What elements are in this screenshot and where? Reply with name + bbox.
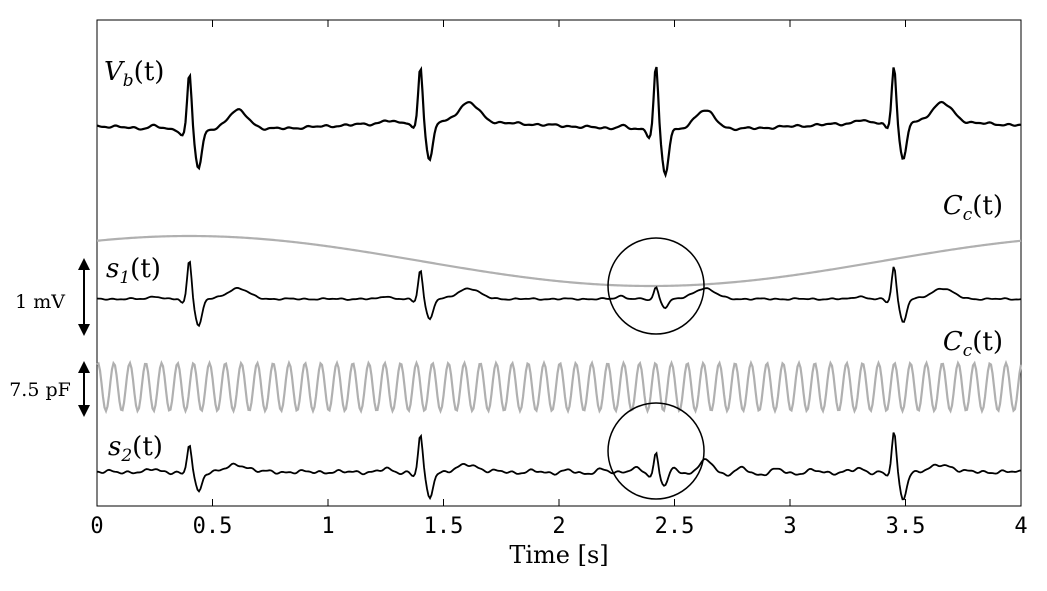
scale-bar-7-5pf-head-bottom — [78, 405, 90, 417]
x-tick-label: 4 — [1014, 514, 1027, 539]
label-cc-fast-argument: (t) — [972, 327, 1003, 357]
x-tick-label: 1 — [321, 514, 334, 539]
label-s2-symbol: s — [108, 432, 121, 462]
scale-bar-7-5pf-head-top — [78, 361, 90, 373]
label-cc-fast-symbol: C — [943, 327, 963, 357]
label-vb-subscript: b — [123, 71, 134, 91]
label-cc-fast: Cc(t) — [943, 327, 1003, 361]
x-tick-label: 2.5 — [655, 514, 695, 539]
label-s1-argument: (t) — [130, 254, 161, 284]
label-s1-subscript: 1 — [119, 268, 130, 288]
series-cc-fast-line — [96, 359, 1023, 415]
x-tick-label: 0 — [90, 514, 103, 539]
label-s2-subscript: 2 — [120, 446, 132, 466]
series-s1-line — [96, 260, 1022, 328]
x-tick-label: 2 — [552, 514, 565, 539]
scale-bar-label-1mv: 1 mV — [15, 291, 65, 313]
scale-bar-1mv — [78, 258, 90, 336]
x-tick-label: 3 — [783, 514, 796, 539]
label-vb: Vb(t) — [104, 57, 164, 91]
x-tick-label: 0.5 — [193, 514, 233, 539]
label-s1: s1(t) — [106, 254, 161, 288]
label-vb-symbol: V — [104, 57, 125, 87]
label-cc-slow-symbol: C — [943, 191, 963, 221]
x-tick-label: 1.5 — [424, 514, 464, 539]
label-cc-slow: Cc(t) — [943, 191, 1003, 225]
series-s2-line — [96, 432, 1022, 501]
label-vb-argument: (t) — [134, 57, 165, 87]
label-s1-symbol: s — [106, 254, 119, 284]
annotation-circle-s2 — [607, 402, 705, 500]
label-cc-slow-subscript: c — [963, 205, 973, 225]
series-group — [96, 65, 1023, 501]
scale-bar-label-7-5pf: 7.5 pF — [9, 379, 71, 401]
scale-bar-7-5pf — [78, 361, 90, 417]
annotations-group — [78, 237, 705, 500]
scale-bar-1mv-head-bottom — [78, 324, 90, 336]
x-tick-label: 3.5 — [886, 514, 926, 539]
series-vb-line — [96, 65, 1022, 179]
label-s2-argument: (t) — [132, 432, 163, 462]
label-cc-fast-subscript: c — [963, 341, 973, 361]
scale-bar-1mv-head-top — [78, 258, 90, 270]
label-cc-slow-argument: (t) — [972, 191, 1003, 221]
x-axis-label: Time [s] — [509, 541, 608, 569]
series-cc-slow-line — [96, 234, 1022, 288]
axes: 0 0.5 1 1.5 2 2.5 3 3.5 4 Time [s] — [90, 19, 1028, 569]
label-s2: s2(t) — [108, 432, 163, 466]
annotation-circle-s1 — [607, 237, 705, 335]
plot-frame — [96, 19, 1022, 507]
